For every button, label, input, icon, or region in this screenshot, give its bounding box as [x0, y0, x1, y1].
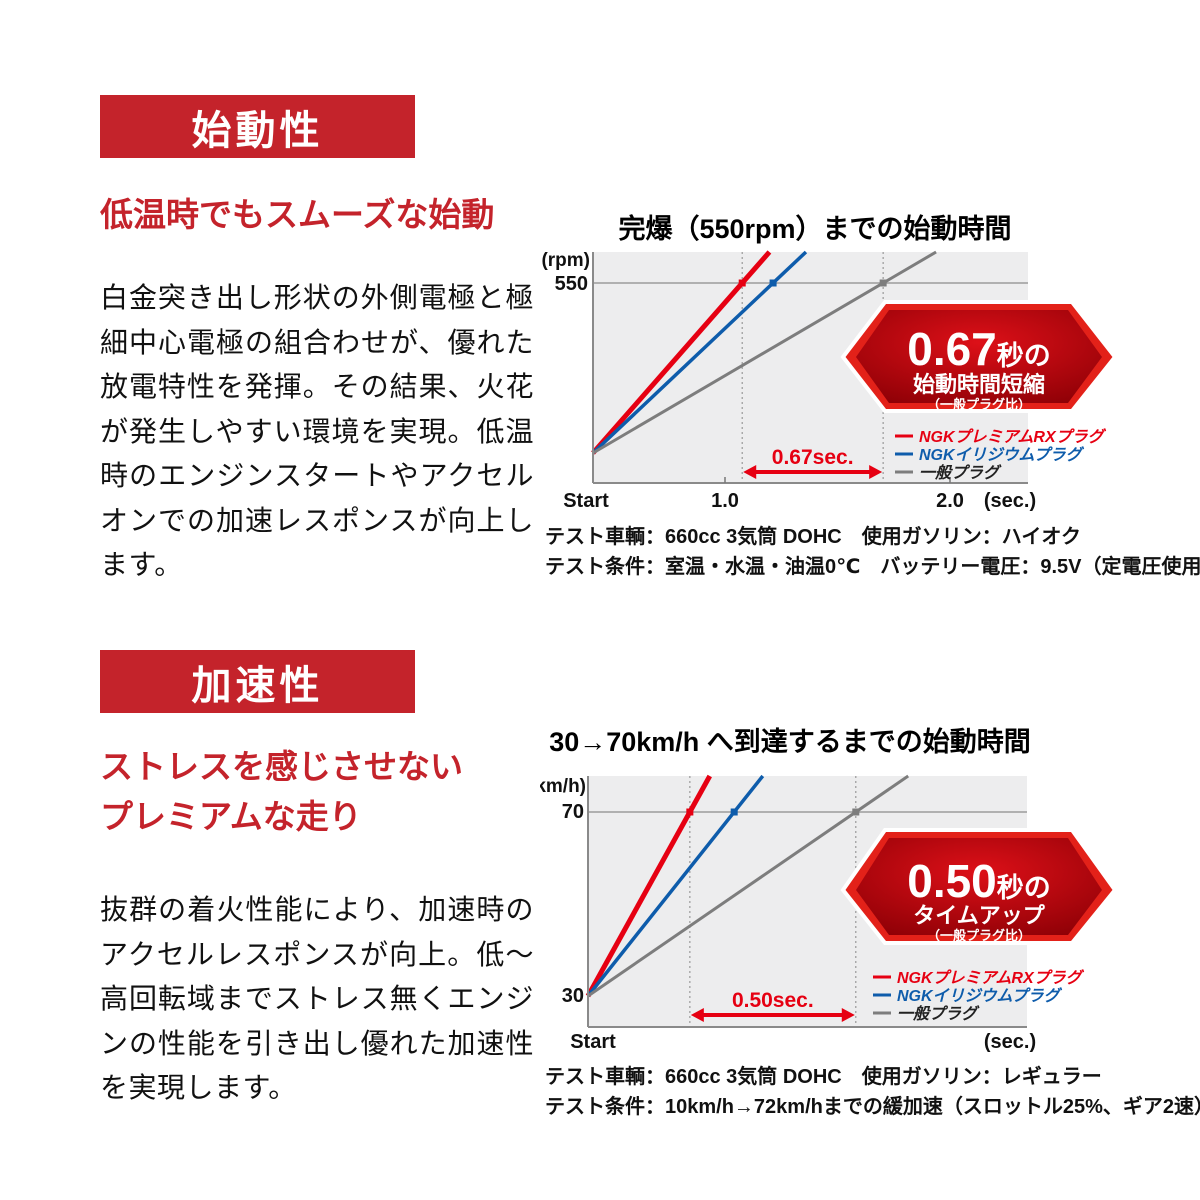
legend-label: NGKイリジウムプラグ	[897, 987, 1063, 1005]
acceleration-body-text: 抜群の着火性能により、加速時のアクセルレスポンスが向上。低～高回転域までストレス…	[100, 894, 534, 1103]
series-marker	[686, 808, 694, 816]
x-unit-label: (sec.)	[984, 490, 1036, 512]
x-tick-label: 1.0	[711, 490, 739, 512]
badge-line3: （一般プラグ比）	[927, 928, 1031, 943]
section-acceleration-tag: 加速性	[100, 650, 415, 713]
series-marker	[769, 279, 777, 287]
section-tag-label: 加速性	[191, 663, 324, 708]
note-line: テスト条件：10km/h→72km/hまでの緩加速（スロットル25%、ギア2速）	[545, 1096, 1200, 1118]
acceleration-chart-canvas: (km/h) 70 30 Start (sec.) 0.50sec. NGKプレミアムRXプ…	[540, 774, 1118, 1053]
badge-line3: （一般プラグ比）	[927, 397, 1031, 412]
note-line: テスト条件：室温・水温・油温0℃ バッテリー電圧：9.5V（定電圧使用）	[545, 556, 1200, 578]
series-marker	[730, 808, 738, 816]
series-marker	[852, 808, 860, 816]
startability-chart-canvas: 1.0 2.0 (rpm)550 Start (sec.) 0.67sec. NGKプレミア…	[541, 250, 1118, 512]
startability-headline: 低温時でもスムーズな始動	[100, 196, 495, 233]
legend-label: NGKプレミアムRXプラグ	[919, 428, 1107, 446]
gap-arrow-head	[869, 465, 883, 479]
chart-notes: テスト車輌：660cc 3気筒 DOHC 使用ガソリン：レギュラー テスト条件：…	[545, 1062, 1200, 1122]
startability-body-text: 白金突き出し形状の外側電極と極細中心電極の組合わせが、優れた放電特性を発揮。その…	[100, 282, 534, 580]
gap-label: 0.67sec.	[772, 446, 854, 469]
badge-line2: タイムアップ	[913, 903, 1046, 928]
badge-value: 0.67秒の	[907, 323, 1051, 375]
note-line: テスト車輌：660cc 3気筒 DOHC 使用ガソリン：レギュラー	[545, 1066, 1102, 1088]
legend-label: NGKイリジウムプラグ	[919, 446, 1085, 464]
series-marker	[738, 279, 746, 287]
section-startability-tag: 始動性	[100, 95, 415, 158]
y-unit-label: (km/h)	[540, 776, 586, 797]
gap-arrow-head	[743, 465, 757, 479]
chart-notes: テスト車輌：660cc 3気筒 DOHC 使用ガソリン：ハイオク テスト条件：室…	[545, 522, 1200, 582]
badge-inner	[856, 310, 1102, 403]
note-line: テスト車輌：660cc 3気筒 DOHC 使用ガソリン：ハイオク	[545, 526, 1081, 548]
x-start-label: Start	[570, 1031, 616, 1053]
target-value-label: 550	[555, 273, 588, 295]
gap-arrow-head	[841, 1008, 855, 1022]
series-line	[592, 250, 937, 455]
acceleration-headline: ストレスを感じさせない プレミアムな走り	[100, 748, 463, 835]
badge-value: 0.50秒の	[907, 855, 1051, 907]
gap-arrow-head	[690, 1008, 704, 1022]
legend-label: NGKプレミアムRXプラグ	[897, 969, 1085, 987]
x-start-label: Start	[563, 490, 609, 512]
legend-label: 一般プラグ	[897, 1005, 980, 1023]
x-tick-label: 2.0	[936, 490, 964, 512]
chart-title: 完爆（550rpm）までの始動時間	[618, 214, 1012, 244]
x-unit-label: (sec.)	[984, 1031, 1036, 1053]
legend-label: 一般プラグ	[919, 464, 1002, 482]
gap-label: 0.50sec.	[732, 989, 814, 1012]
badge-inner	[856, 838, 1102, 935]
section-tag-label: 始動性	[191, 108, 324, 153]
y-unit-label: (rpm)	[541, 250, 590, 271]
target-value-label: 70	[562, 801, 584, 823]
badge-line2: 始動時間短縮	[913, 372, 1045, 397]
series-marker	[879, 279, 887, 287]
origin-value-label: 30	[562, 985, 584, 1007]
chart-title: 30→70km/h へ到達するまでの始動時間	[549, 727, 1031, 757]
